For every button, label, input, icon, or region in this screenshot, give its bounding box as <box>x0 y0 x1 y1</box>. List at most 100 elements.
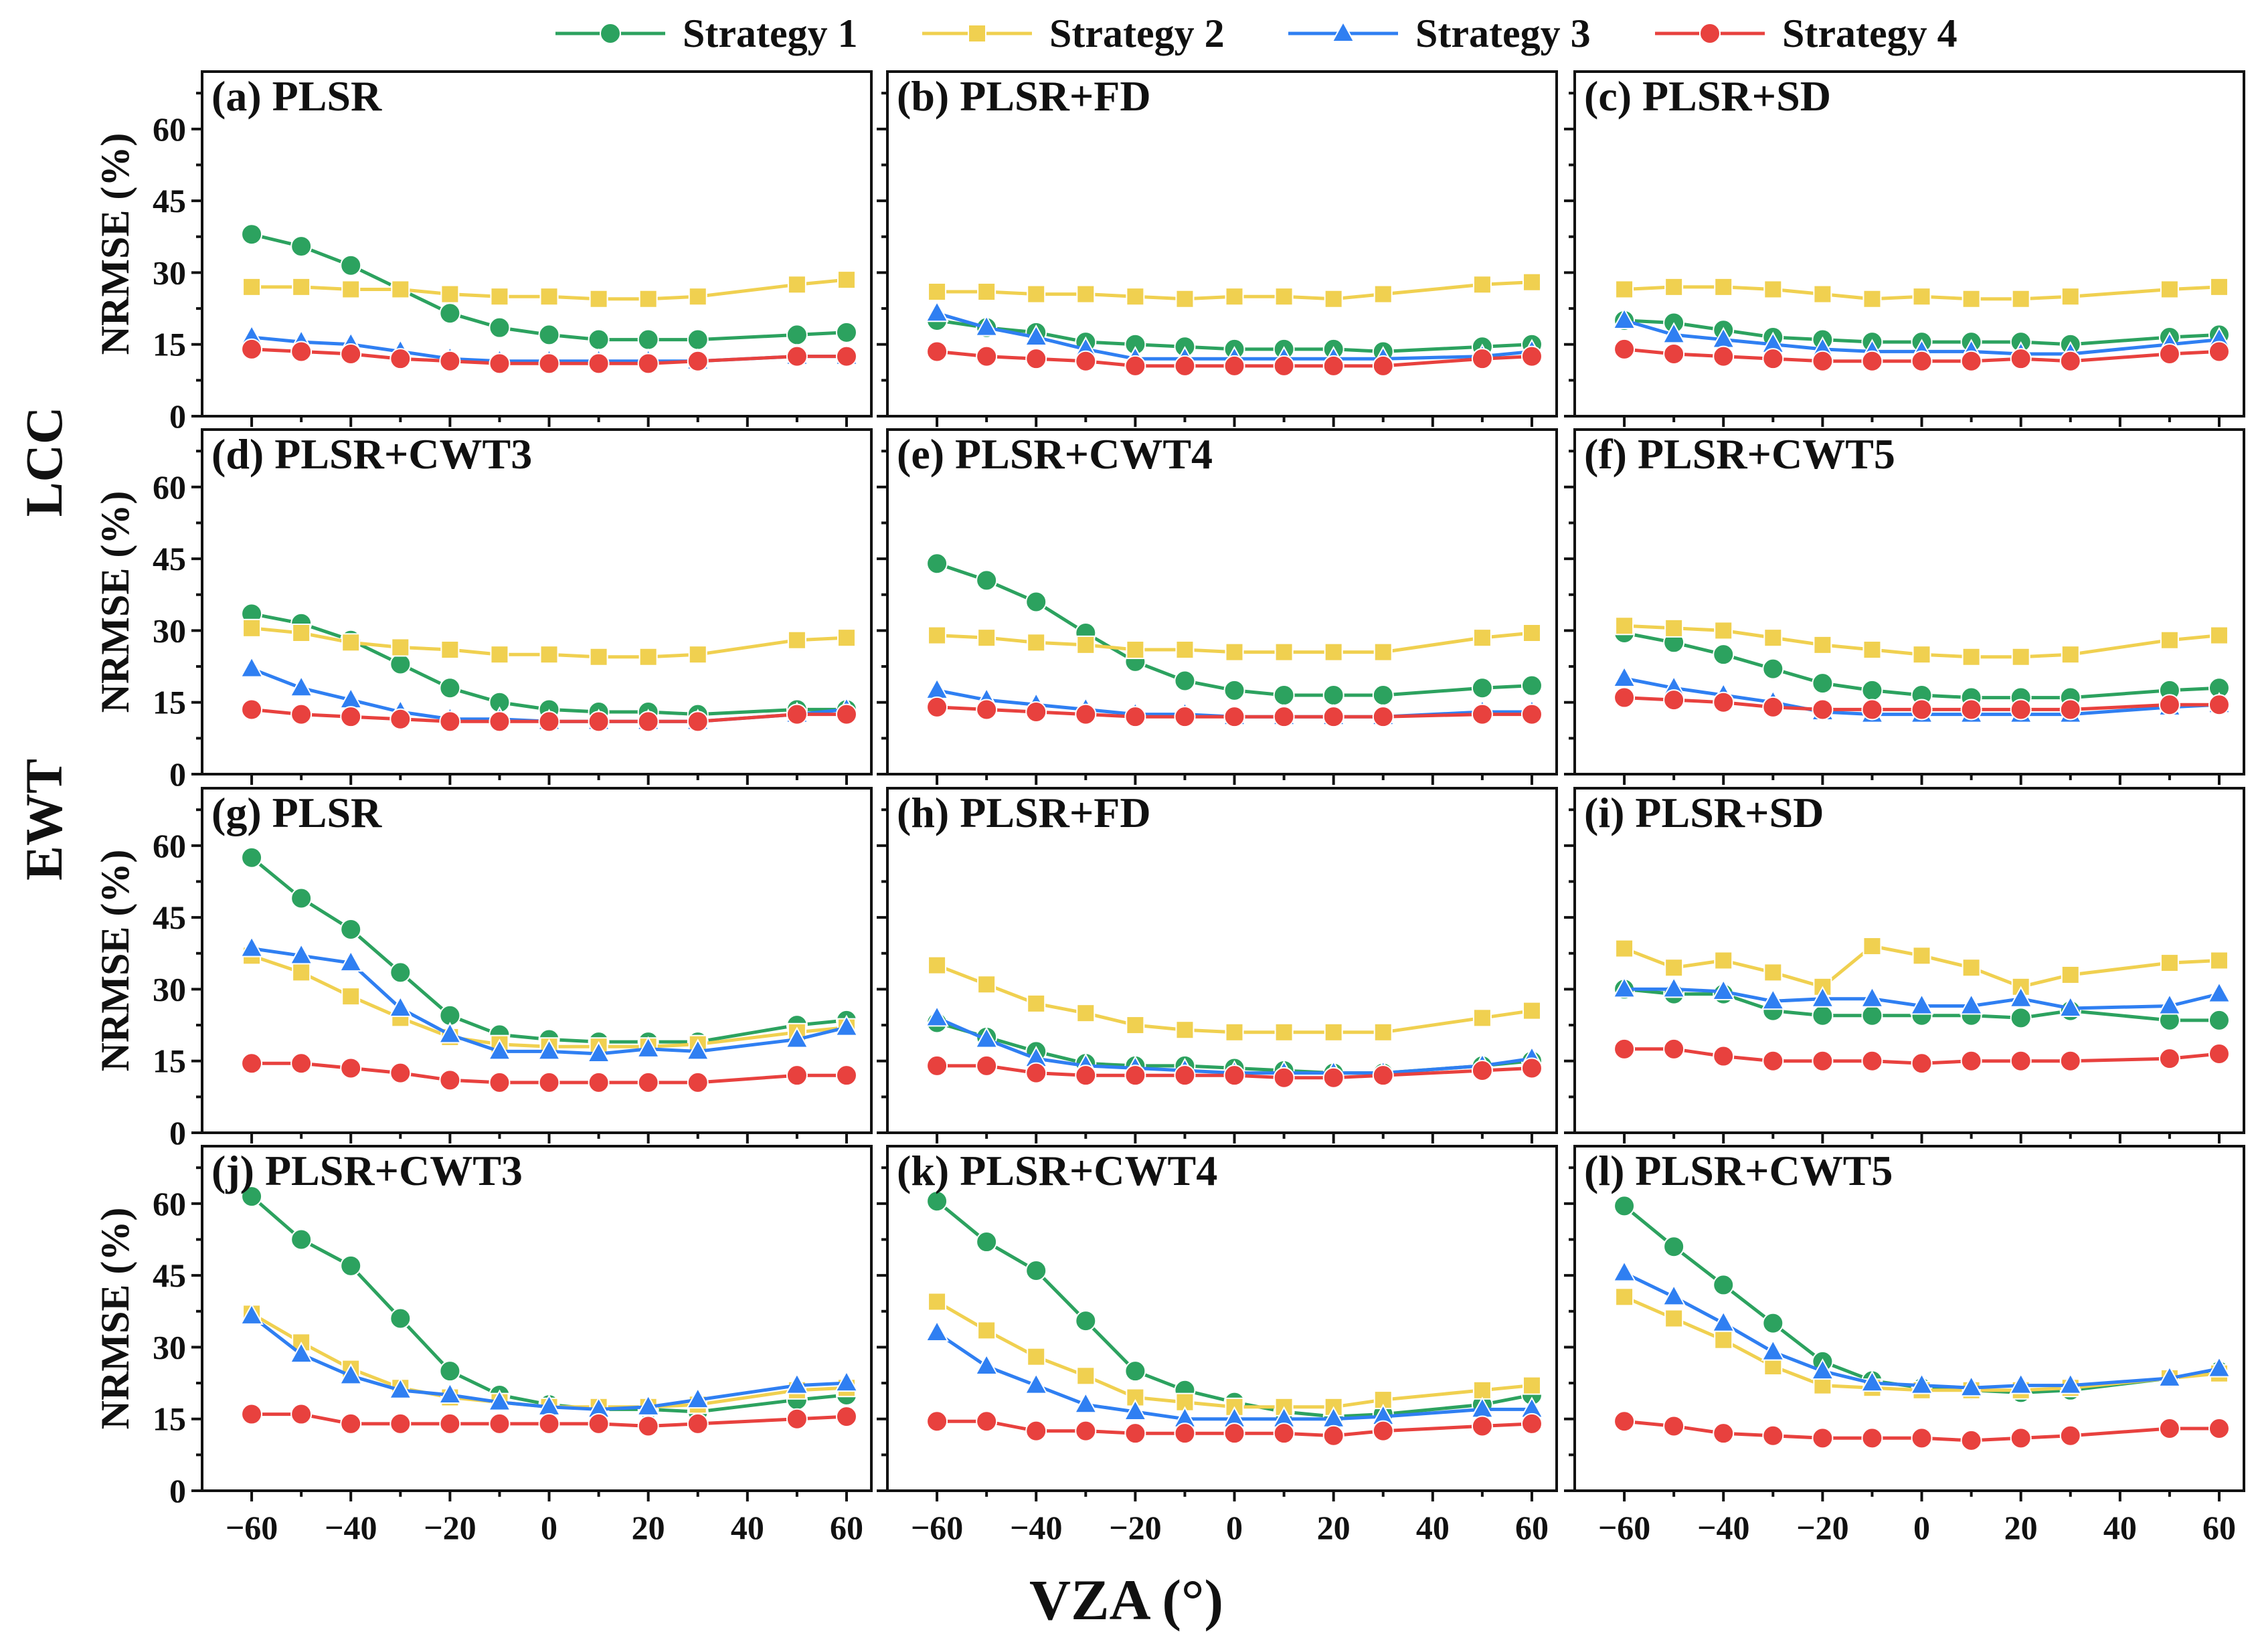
data-point <box>1273 684 1295 706</box>
data-point <box>688 287 707 306</box>
data-point <box>241 1052 263 1075</box>
data-point <box>1714 1330 1733 1350</box>
data-point <box>1861 699 1883 721</box>
data-point <box>1663 1038 1685 1060</box>
data-point <box>1612 665 1636 687</box>
y-tick-label: 0 <box>169 755 186 793</box>
data-point <box>1175 289 1195 308</box>
panel-label: (c) PLSR+SD <box>1584 72 1831 120</box>
data-point <box>1959 993 1984 1015</box>
data-point <box>926 553 948 575</box>
series-line <box>1624 1271 2220 1390</box>
data-point <box>388 995 412 1018</box>
data-point <box>1763 963 1783 982</box>
x-tick-label: 20 <box>632 1509 665 1546</box>
data-point <box>1612 976 1636 998</box>
x-tick-label: 0 <box>1913 1509 1930 1546</box>
data-point <box>241 699 263 721</box>
data-point <box>1664 958 1684 978</box>
data-point <box>974 314 999 337</box>
series-strategy-1 <box>241 603 857 725</box>
data-point <box>589 289 608 308</box>
x-tick-label: −40 <box>325 1509 377 1546</box>
data-point <box>1075 1420 1097 1442</box>
data-point <box>1860 986 1885 1008</box>
data-point <box>292 277 311 296</box>
series-strategy-4 <box>926 696 1543 728</box>
legend-marker <box>1331 20 1355 42</box>
series-line <box>250 1314 847 1411</box>
series-strategy-4 <box>241 699 857 733</box>
data-point <box>487 1389 512 1411</box>
data-point <box>439 1069 461 1091</box>
y-tick-label: 15 <box>153 326 186 363</box>
data-point <box>1027 284 1046 304</box>
data-point <box>440 284 460 304</box>
data-point <box>537 1038 561 1061</box>
data-point <box>1273 1422 1295 1445</box>
data-point <box>1124 706 1146 728</box>
series-strategy-4 <box>1614 338 2230 372</box>
data-point <box>538 1412 560 1435</box>
data-point <box>2158 694 2180 716</box>
data-point <box>1373 642 1393 662</box>
data-point <box>391 638 410 657</box>
data-point <box>1175 640 1195 660</box>
data-point <box>1714 951 1733 970</box>
data-point <box>1274 642 1294 662</box>
panel-label: (e) PLSR+CWT4 <box>897 430 1213 478</box>
data-point <box>636 1394 661 1416</box>
data-point <box>589 647 608 666</box>
data-point <box>1612 307 1636 329</box>
data-point <box>389 1062 412 1084</box>
data-point <box>1225 642 1244 662</box>
data-point <box>1521 1057 1543 1079</box>
data-point <box>1521 674 1543 697</box>
data-point <box>340 1412 362 1435</box>
data-point <box>976 345 998 367</box>
data-point <box>786 345 808 367</box>
data-point <box>1373 1022 1393 1042</box>
data-point <box>1962 647 1981 666</box>
data-point <box>290 1052 313 1075</box>
panel-i: (i) PLSR+SD <box>1564 787 2245 1143</box>
data-point <box>2158 1418 2180 1440</box>
x-tick-label: 40 <box>2103 1509 2137 1546</box>
data-point <box>439 1412 461 1435</box>
data-point <box>290 887 313 909</box>
series-strategy-4 <box>926 341 1543 377</box>
plot-frame <box>886 787 1558 1134</box>
panel-label: (f) PLSR+CWT5 <box>1584 430 1895 478</box>
data-point <box>687 1412 709 1435</box>
data-point <box>2010 348 2032 370</box>
data-point <box>489 353 511 375</box>
data-point <box>1860 1370 1885 1392</box>
data-point <box>1810 986 1835 1008</box>
data-point <box>974 1026 999 1048</box>
data-point <box>340 706 362 728</box>
data-point <box>1615 939 1634 958</box>
data-point <box>1025 591 1047 613</box>
panel-label: (h) PLSR+FD <box>897 789 1151 836</box>
y-tick-label: 30 <box>153 1328 186 1366</box>
panel-label: (g) PLSR <box>211 789 382 836</box>
data-point <box>1372 706 1394 728</box>
row-label-lcc: LCC <box>15 407 73 517</box>
data-point <box>785 1372 809 1394</box>
data-point <box>1662 976 1686 998</box>
data-point <box>1324 1022 1343 1042</box>
data-point <box>292 963 311 982</box>
data-point <box>1223 355 1245 377</box>
data-point <box>1123 1398 1148 1420</box>
plot-frame <box>1573 70 2245 418</box>
data-point <box>487 1038 512 1061</box>
series-line <box>250 856 847 1044</box>
data-point <box>1223 1065 1245 1087</box>
x-tick-label: −60 <box>911 1509 964 1546</box>
data-point <box>341 280 361 299</box>
data-point <box>1761 1339 1785 1361</box>
data-point <box>1322 1067 1344 1089</box>
data-point <box>2209 277 2229 296</box>
series-strategy-3 <box>925 1319 1544 1428</box>
